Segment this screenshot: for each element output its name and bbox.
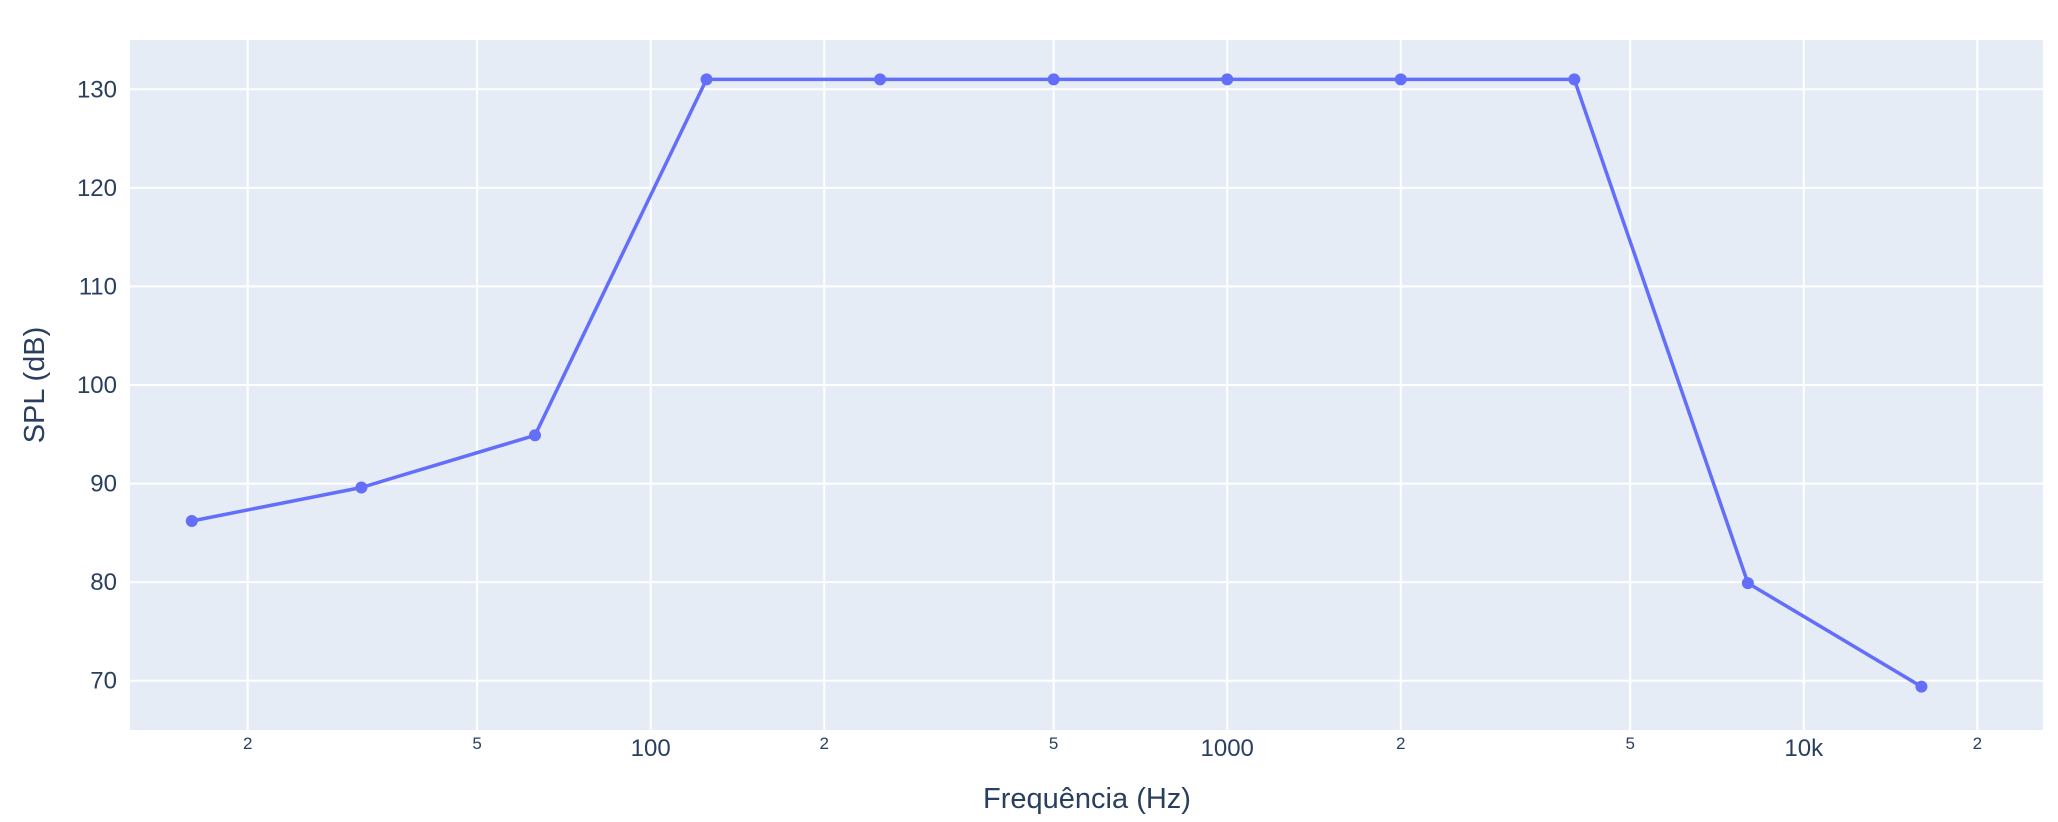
x-tick-label: 2 — [819, 734, 828, 753]
y-tick-label: 130 — [77, 76, 117, 103]
x-tick-label: 100 — [631, 735, 671, 762]
data-point — [1741, 577, 1754, 590]
data-point — [1221, 73, 1234, 86]
data-point — [700, 73, 713, 86]
x-tick-label: 1000 — [1201, 735, 1254, 762]
x-tick-label: 5 — [1625, 734, 1634, 753]
x-tick-label: 2 — [1973, 734, 1982, 753]
y-tick-label: 120 — [77, 175, 117, 202]
y-axis-title: SPL (dB) — [19, 327, 51, 444]
data-point — [874, 73, 887, 86]
y-tick-labels: 70 80 90 100 110 120 130 — [77, 76, 117, 694]
data-point — [1047, 73, 1060, 86]
data-point — [185, 515, 198, 528]
data-point — [528, 429, 541, 442]
y-tick-label: 80 — [90, 569, 117, 596]
x-tick-label: 2 — [243, 734, 252, 753]
data-point — [1568, 73, 1581, 86]
x-tick-label: 10k — [1784, 735, 1824, 762]
y-tick-label: 100 — [77, 372, 117, 399]
y-tick-label: 110 — [79, 273, 117, 300]
data-point — [1394, 73, 1407, 86]
data-point — [355, 481, 368, 494]
y-tick-label: 70 — [90, 668, 117, 695]
x-tick-label: 5 — [472, 734, 481, 753]
y-tick-label: 90 — [90, 471, 117, 498]
data-point — [1915, 680, 1928, 693]
series-layer — [185, 73, 1928, 693]
x-tick-label: 5 — [1049, 734, 1058, 753]
x-tick-label: 2 — [1396, 734, 1405, 753]
y-grid — [130, 88, 2043, 682]
x-tick-labels: 2 5 100 2 5 1000 2 5 10k 2 — [243, 734, 1982, 762]
x-axis-title: Frequência (Hz) — [983, 783, 1191, 815]
